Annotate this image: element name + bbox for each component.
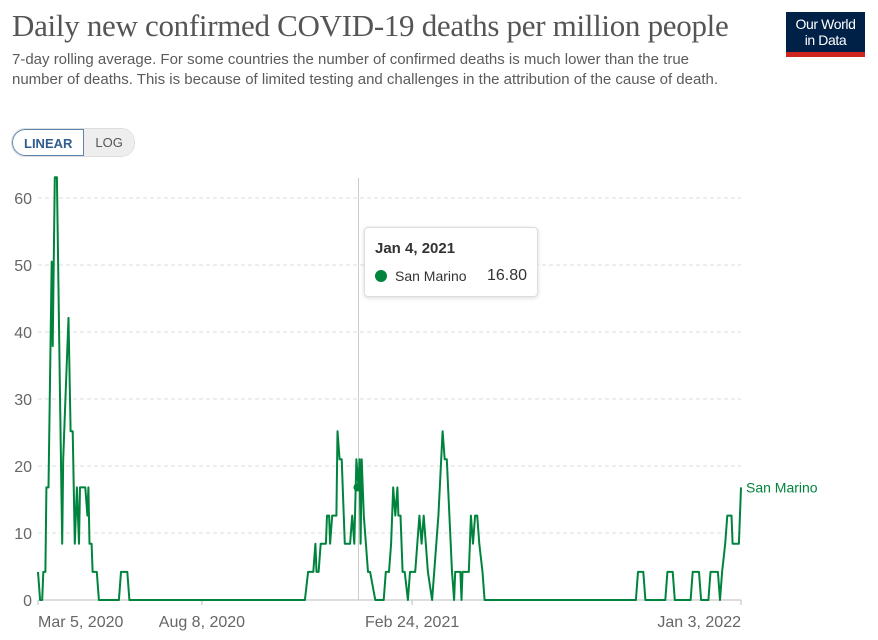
linear-scale-button[interactable]: LINEAR <box>12 129 85 156</box>
x-tick-label: Feb 24, 2021 <box>365 614 459 631</box>
series-dot-icon <box>375 270 387 282</box>
series-end-label: San Marino <box>746 479 818 495</box>
series-line-san-marino <box>37 176 742 601</box>
y-tick-label: 50 <box>14 258 32 275</box>
tooltip-value: 16.80 <box>486 267 527 284</box>
tooltip-date: Jan 4, 2021 <box>375 240 456 257</box>
tooltip: Jan 4, 2021 San Marino 16.80 <box>364 227 538 297</box>
logo-line-2: in Data <box>804 32 847 48</box>
y-tick-label: 40 <box>14 325 32 342</box>
hover-point <box>353 483 362 492</box>
y-tick-label: 20 <box>14 459 32 476</box>
y-tick-label: 10 <box>14 526 32 543</box>
scale-toggle: LINEAR LOG <box>11 128 135 157</box>
x-tick-label: Aug 8, 2020 <box>159 614 245 631</box>
log-scale-button[interactable]: LOG <box>84 129 134 156</box>
chart-subtitle: 7-day rolling average. For some countrie… <box>12 51 718 88</box>
y-tick-label: 60 <box>14 191 32 208</box>
x-tick-label: Mar 5, 2020 <box>38 614 123 631</box>
logo-line-1: Our World <box>795 16 856 32</box>
chart-title: Daily new confirmed COVID-19 deaths per … <box>12 8 729 43</box>
x-tick-label: Jan 3, 2022 <box>657 614 741 631</box>
owid-logo[interactable]: Our World in Data <box>786 12 865 57</box>
y-tick-label: 0 <box>23 593 32 610</box>
tooltip-series: San Marino <box>395 268 467 284</box>
y-tick-label: 30 <box>14 392 32 409</box>
